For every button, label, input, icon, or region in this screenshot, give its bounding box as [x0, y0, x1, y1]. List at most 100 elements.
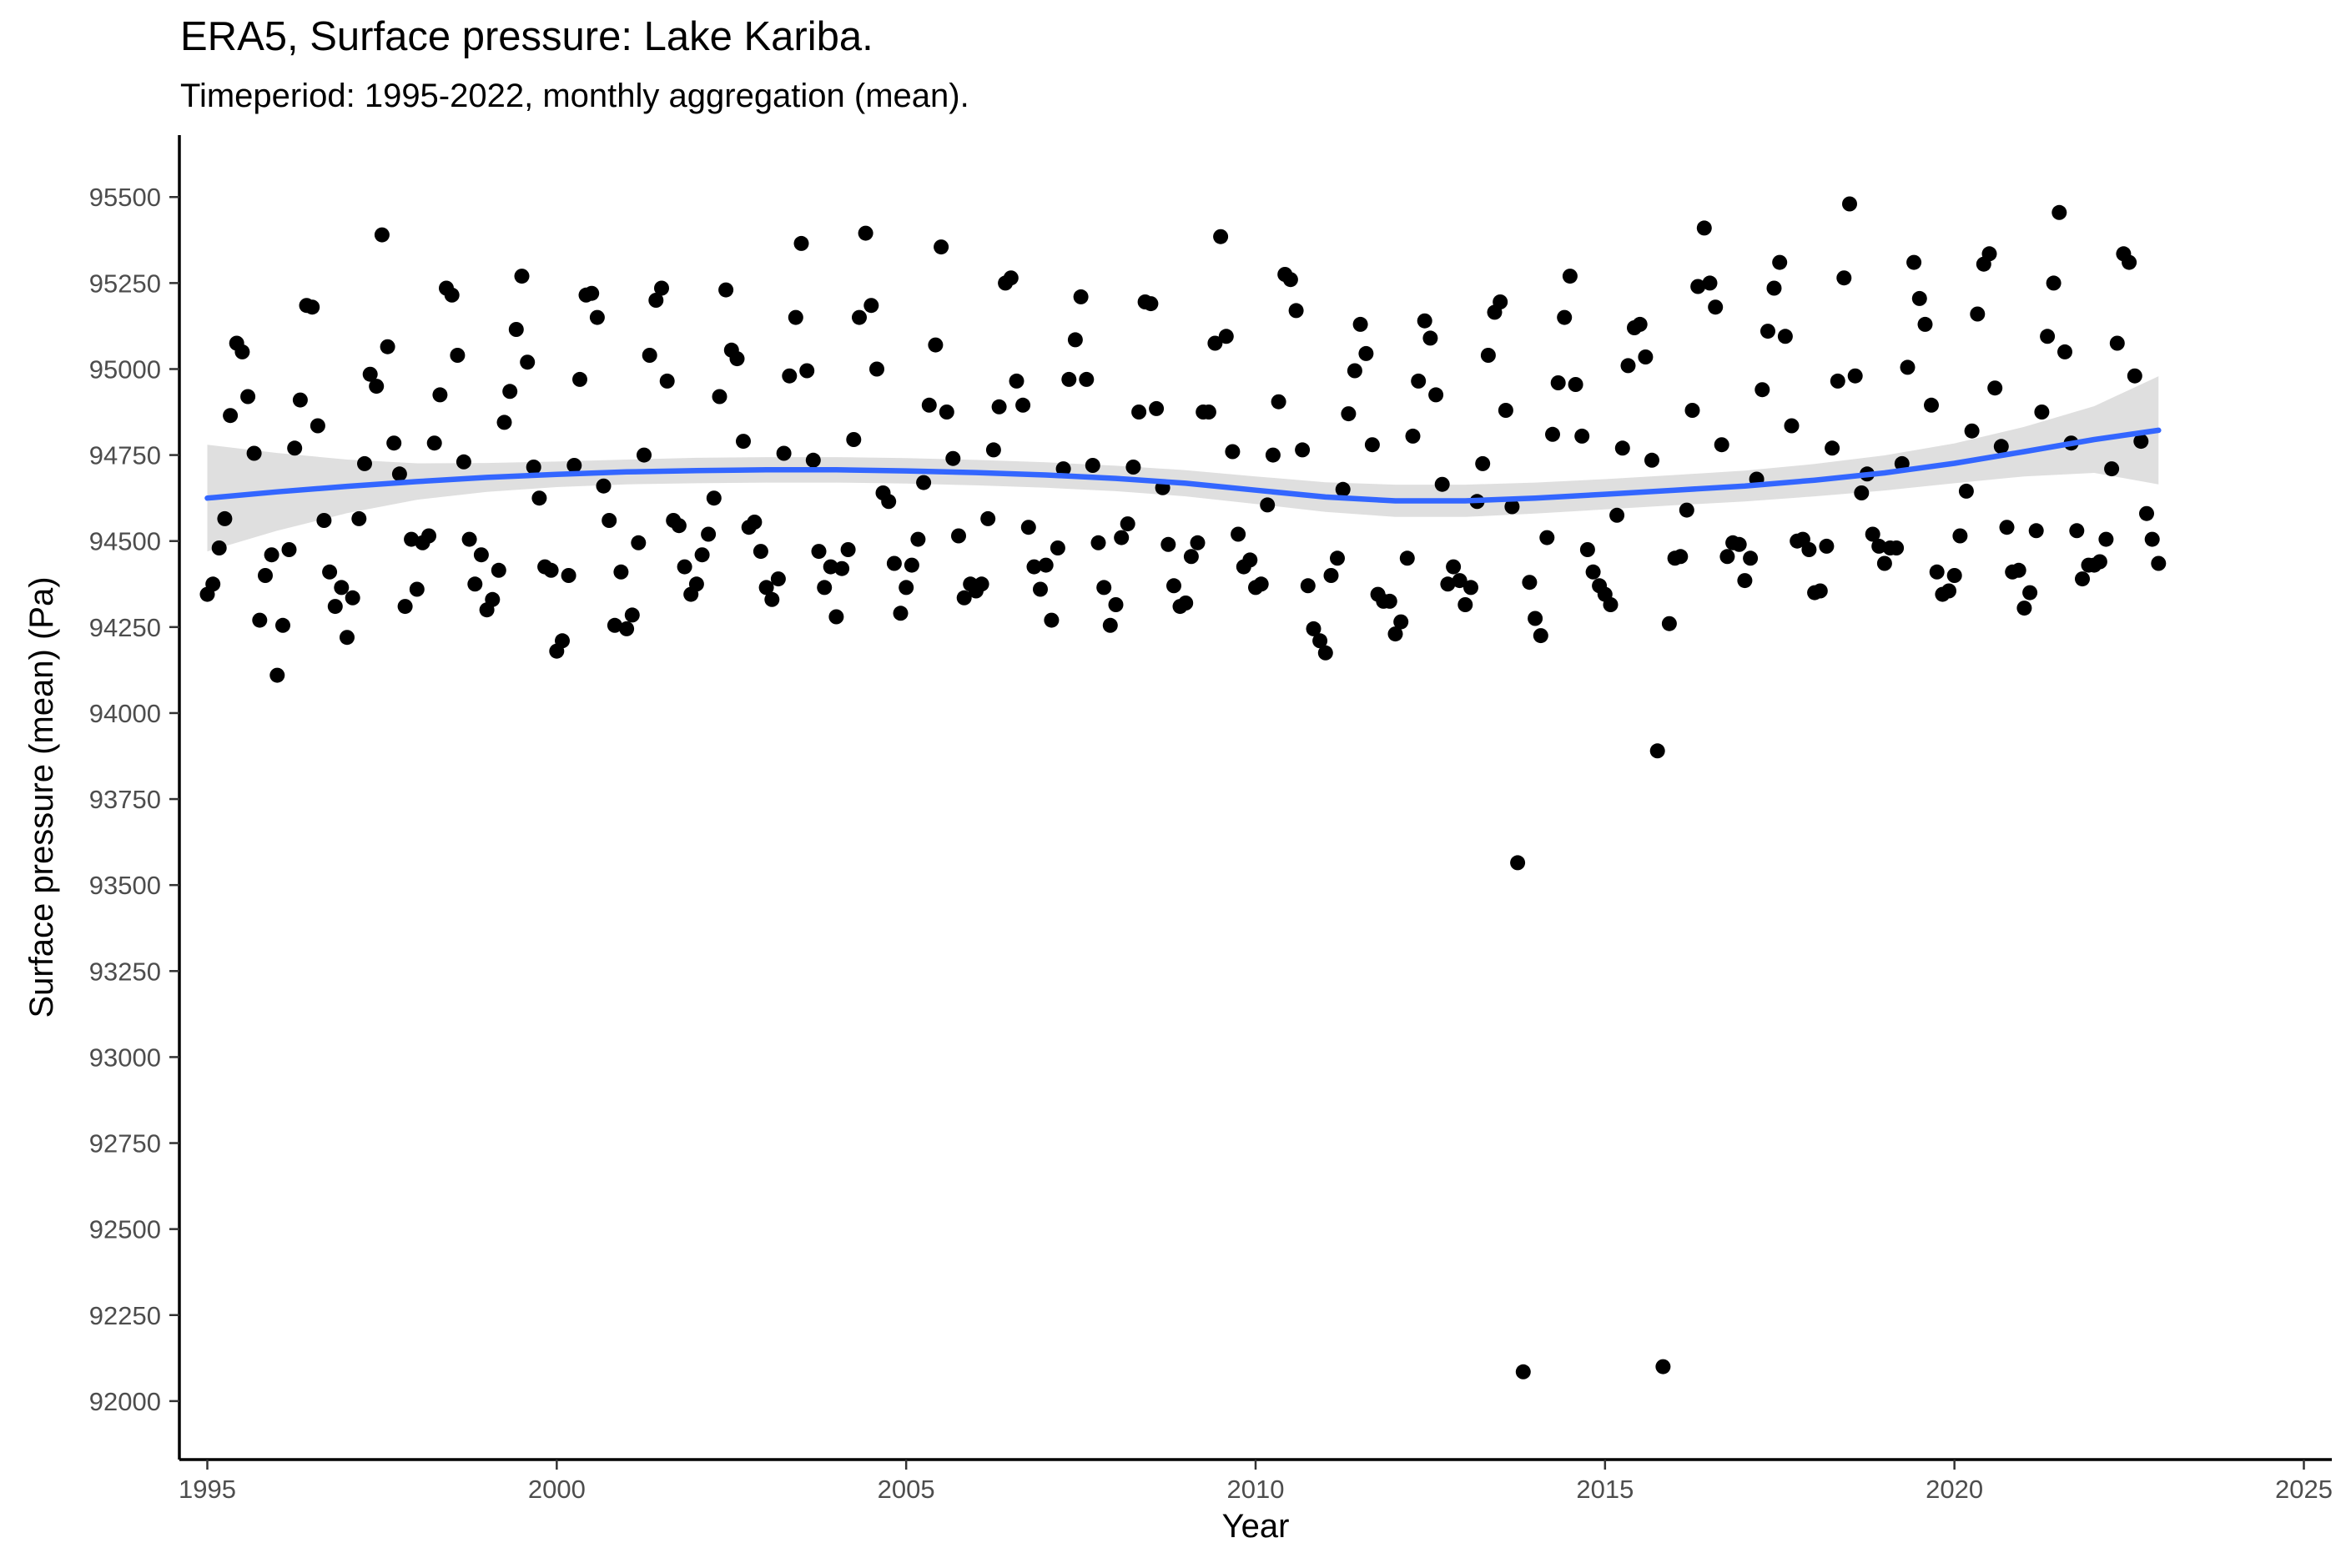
data-point — [1399, 550, 1415, 566]
data-point — [1714, 437, 1729, 453]
data-point — [450, 348, 466, 363]
data-point — [1358, 345, 1374, 361]
y-tick-label: 92250 — [89, 1301, 161, 1330]
data-point — [589, 309, 605, 325]
data-point — [1906, 254, 1922, 270]
data-point — [1900, 359, 1916, 375]
data-point — [1743, 550, 1759, 566]
data-point — [491, 562, 506, 578]
data-point — [561, 568, 576, 583]
data-point — [1871, 538, 1887, 554]
data-point — [1225, 444, 1241, 460]
x-tick-label: 2020 — [1926, 1475, 1983, 1504]
data-point — [706, 490, 722, 506]
data-point — [619, 621, 635, 636]
data-point — [1911, 290, 1927, 306]
data-point — [1055, 461, 1071, 477]
data-point — [2144, 531, 2160, 547]
data-point — [776, 445, 792, 461]
data-point — [1493, 294, 1508, 309]
data-point — [1201, 405, 1216, 420]
data-point — [1719, 549, 1735, 565]
data-point — [234, 344, 250, 359]
data-point — [1993, 439, 2009, 455]
data-point — [2122, 254, 2137, 270]
data-point — [1335, 481, 1351, 497]
data-point — [2092, 554, 2107, 570]
data-point — [240, 389, 256, 405]
data-point — [1854, 485, 1870, 500]
data-point — [1981, 246, 1997, 262]
data-point — [2069, 523, 2085, 539]
data-point — [322, 564, 338, 580]
data-point — [531, 490, 547, 506]
data-point — [2022, 585, 2038, 601]
data-point — [473, 547, 489, 563]
data-point — [934, 239, 949, 255]
data-point — [205, 576, 221, 592]
data-point — [432, 387, 448, 403]
data-point — [1772, 254, 1788, 270]
data-point — [758, 580, 774, 596]
data-point — [1323, 568, 1339, 583]
data-point — [1568, 377, 1583, 392]
data-point — [1522, 575, 1538, 591]
y-axis-ticks: 92000 92250 92500 92750 93000 93250 93500 93750… — [89, 183, 179, 1416]
data-point — [1970, 306, 1986, 322]
data-point — [1528, 611, 1543, 626]
data-point — [1143, 296, 1159, 312]
data-point — [1842, 196, 1857, 212]
data-point — [2016, 601, 2032, 616]
data-point — [269, 667, 285, 683]
data-point — [1585, 564, 1601, 580]
data-point — [1679, 502, 1694, 518]
data-point — [659, 373, 675, 389]
data-point — [1777, 329, 1793, 344]
data-point — [1924, 397, 1939, 413]
data-point — [1190, 535, 1206, 550]
data-point — [217, 510, 233, 526]
axes — [178, 135, 2332, 1461]
data-point — [1085, 458, 1100, 473]
data-point — [1987, 380, 2003, 396]
data-point — [1545, 426, 1560, 442]
data-point — [1108, 597, 1124, 612]
y-tick-label: 95000 — [89, 354, 161, 384]
data-point — [1952, 528, 1968, 544]
y-tick-label: 94250 — [89, 613, 161, 642]
data-point — [881, 494, 897, 510]
data-point — [287, 440, 303, 456]
data-point — [1428, 387, 1444, 403]
data-point — [1231, 526, 1246, 542]
data-point — [1754, 382, 1770, 398]
data-point — [310, 418, 325, 434]
chart-subtitle: Timeperiod: 1995-2022, monthly aggregati… — [180, 78, 969, 114]
y-axis-title: Surface pressure (mean) (Pa) — [23, 576, 60, 1018]
data-point — [374, 227, 390, 243]
data-point — [340, 630, 355, 646]
x-tick-label: 2010 — [1227, 1475, 1285, 1504]
data-point — [1341, 406, 1357, 422]
data-point — [1009, 373, 1024, 389]
data-point — [467, 576, 483, 592]
data-point — [1260, 497, 1276, 513]
data-point — [2127, 368, 2142, 384]
data-point — [1387, 626, 1403, 642]
data-point — [852, 309, 867, 325]
data-point — [642, 348, 657, 363]
data-point — [1632, 316, 1648, 332]
data-point — [1265, 447, 1281, 463]
data-point — [2139, 505, 2154, 521]
data-point — [351, 510, 367, 526]
data-point — [1655, 1359, 1671, 1375]
data-point — [1690, 279, 1706, 294]
data-point — [2051, 204, 2067, 220]
data-point — [362, 366, 378, 382]
data-point — [1114, 530, 1130, 545]
data-point — [2098, 531, 2114, 547]
data-point — [1411, 373, 1427, 389]
data-point — [1090, 535, 1106, 550]
data-point — [1533, 628, 1548, 644]
data-point — [1603, 597, 1619, 612]
